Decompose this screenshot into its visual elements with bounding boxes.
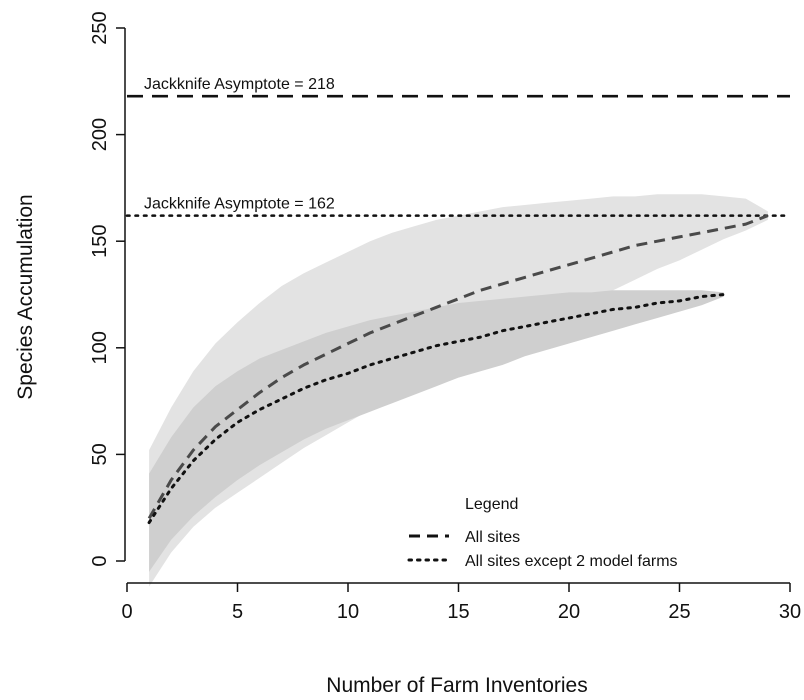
y-tick-label-100: 100: [89, 331, 111, 364]
x-tick-label-5: 5: [232, 601, 243, 623]
asymptote-label-218: Jackknife Asymptote = 218: [144, 76, 335, 93]
x-tick-label-10: 10: [337, 601, 359, 623]
y-tick-label-50: 50: [89, 443, 111, 465]
x-tick-label-25: 25: [668, 601, 690, 623]
axes: 0 5 10 15 20 25 30 0 50 100 150 200 250: [89, 11, 801, 623]
x-tick-label-30: 30: [779, 601, 801, 623]
confidence-bands: [149, 194, 768, 587]
asymptote-lines: Jackknife Asymptote = 218 Jackknife Asymp…: [125, 76, 792, 217]
legend: Legend All sites All sites except 2 mode…: [407, 496, 678, 570]
legend-label-except-model-farms: All sites except 2 model farms: [465, 553, 678, 570]
y-tick-label-200: 200: [89, 118, 111, 151]
x-tick-label-0: 0: [121, 601, 132, 623]
y-tick-label-250: 250: [89, 11, 111, 44]
series-lines: [147, 214, 769, 525]
line-except-model-farms: [147, 293, 726, 525]
y-axis-title: Species Accumulation: [14, 194, 37, 399]
band-except-model-farms: [149, 290, 724, 572]
legend-label-all-sites: All sites: [465, 529, 520, 546]
band-all-sites: [149, 194, 768, 587]
x-tick-label-20: 20: [558, 601, 580, 623]
line-all-sites: [147, 214, 769, 520]
y-tick-label-150: 150: [89, 225, 111, 258]
y-tick-label-0: 0: [89, 555, 111, 566]
x-axis-title: Number of Farm Inventories: [326, 674, 587, 697]
asymptote-label-162: Jackknife Asymptote = 162: [144, 196, 335, 213]
legend-title: Legend: [465, 496, 518, 513]
x-tick-label-15: 15: [447, 601, 469, 623]
